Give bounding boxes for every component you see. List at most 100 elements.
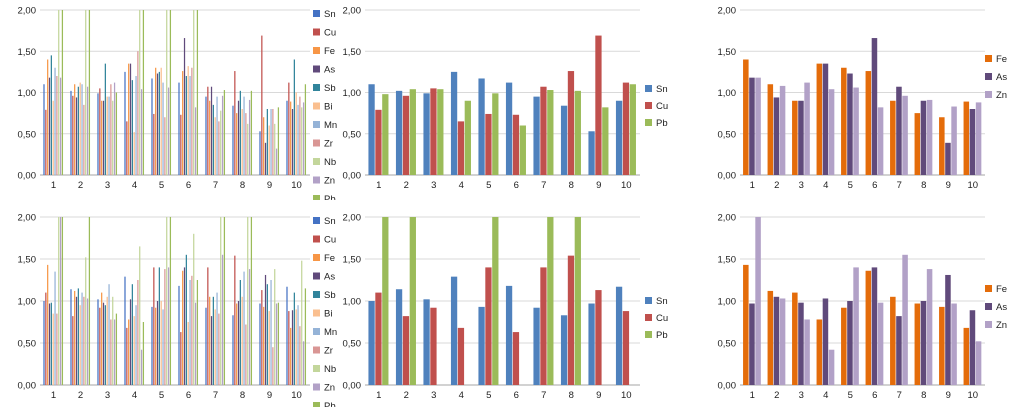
y-tick-label: 1,50 bbox=[18, 47, 37, 58]
bar-Zr-1 bbox=[56, 76, 58, 175]
bar-As-4 bbox=[822, 63, 829, 175]
bar-Zr-3 bbox=[110, 84, 112, 175]
bar-Nb-4 bbox=[139, 246, 141, 385]
bar-Bi-7 bbox=[214, 117, 216, 175]
bar-As-7 bbox=[210, 316, 213, 385]
legend-swatch bbox=[313, 235, 320, 243]
x-tick-label: 8 bbox=[569, 180, 574, 191]
bar-Sn-8 bbox=[232, 315, 234, 385]
bar-Cu-6 bbox=[180, 114, 182, 175]
x-tick-label: 3 bbox=[105, 390, 110, 401]
bar-Zn-5 bbox=[853, 87, 859, 175]
bar-Fe-1 bbox=[47, 59, 49, 175]
bar-Cu-1 bbox=[45, 109, 47, 175]
x-tick-label: 10 bbox=[291, 180, 302, 191]
bar-Sn-2 bbox=[395, 289, 403, 385]
bar-Sn-9 bbox=[259, 303, 261, 385]
bar-Fe-1 bbox=[743, 264, 749, 385]
y-tick-label: 0,00 bbox=[718, 381, 737, 392]
bar-Cu-7 bbox=[540, 267, 547, 385]
bar-Fe-10 bbox=[290, 101, 292, 175]
y-tick-label: 2,00 bbox=[18, 6, 37, 17]
x-tick-label: 9 bbox=[946, 180, 951, 191]
bar-Zn-7 bbox=[902, 254, 908, 385]
bar-As-2 bbox=[75, 97, 78, 175]
bar-Nb-7 bbox=[220, 217, 222, 385]
bar-Fe-6 bbox=[865, 270, 872, 385]
bar-Bi-6 bbox=[187, 66, 189, 175]
bar-Pb-8 bbox=[250, 90, 253, 175]
bar-Sn-8 bbox=[560, 315, 568, 385]
bar-Zn-4 bbox=[828, 349, 835, 385]
bar-Sn-4 bbox=[124, 276, 126, 385]
x-tick-label: 7 bbox=[897, 180, 902, 191]
legend-swatch bbox=[313, 102, 320, 110]
bar-Sn-6 bbox=[178, 82, 180, 175]
x-tick-label: 6 bbox=[872, 390, 877, 401]
bar-Pb-8 bbox=[250, 217, 253, 385]
bar-Sn-1 bbox=[43, 301, 45, 385]
bar-Fe-7 bbox=[890, 296, 896, 385]
y-tick-label: 1,00 bbox=[343, 88, 362, 99]
bar-Fe-4 bbox=[816, 319, 823, 385]
y-tick-label: 0,50 bbox=[718, 339, 737, 350]
bar-Zr-4 bbox=[137, 280, 139, 385]
bar-Fe-8 bbox=[236, 113, 238, 175]
bar-Fe-10 bbox=[963, 101, 970, 175]
bar-Sb-1 bbox=[50, 55, 52, 175]
bar-Zr-7 bbox=[218, 313, 220, 385]
bar-Pb-4 bbox=[142, 322, 145, 385]
bar-As-1 bbox=[749, 303, 755, 385]
legend-label-Zn: Zn bbox=[324, 383, 335, 394]
legend-swatch bbox=[313, 272, 320, 280]
bar-Cu-7 bbox=[540, 86, 547, 175]
bar-Nb-3 bbox=[112, 296, 114, 385]
x-tick-label: 5 bbox=[486, 390, 491, 401]
bar-As-5 bbox=[847, 73, 853, 175]
bar-Sb-8 bbox=[239, 280, 241, 385]
x-tick-label: 6 bbox=[872, 180, 877, 191]
bar-As-6 bbox=[871, 267, 878, 385]
bar-Sn-7 bbox=[533, 307, 540, 385]
bar-Sn-6 bbox=[505, 285, 513, 385]
bar-Nb-10 bbox=[301, 107, 303, 175]
bar-Cu-6 bbox=[180, 332, 182, 385]
legend-label-Sn: Sn bbox=[324, 9, 336, 20]
bar-Fe-8 bbox=[236, 303, 238, 385]
bar-Fe-5 bbox=[155, 67, 157, 175]
bar-Cu-7 bbox=[207, 267, 209, 385]
bar-Pb-10 bbox=[304, 288, 307, 385]
bar-chart-2: 0,00 0,50 1,00 1,50 2,00 1 2 3 4 5 6 7 8 9 10 Sn Cu Pb bbox=[343, 6, 669, 192]
y-tick-label: 0,50 bbox=[343, 339, 362, 350]
y-tick-label: 0,00 bbox=[343, 381, 362, 392]
bar-Pb-5 bbox=[169, 10, 172, 175]
legend-swatch bbox=[313, 28, 320, 36]
legend-label-Cu: Cu bbox=[324, 235, 336, 246]
bar-Bi-3 bbox=[106, 296, 108, 385]
x-tick-label: 8 bbox=[240, 390, 245, 401]
bar-Fe-5 bbox=[841, 67, 847, 175]
bar-Mn-3 bbox=[108, 96, 110, 175]
bar-Zn-10 bbox=[975, 341, 982, 385]
bar-Pb-5 bbox=[492, 217, 499, 385]
bar-Zn-2 bbox=[86, 86, 89, 175]
bar-Cu-8 bbox=[567, 71, 575, 175]
bar-Sn-3 bbox=[97, 93, 99, 175]
bar-Zn-3 bbox=[113, 82, 116, 175]
bar-Zn-2 bbox=[779, 85, 786, 175]
bar-Pb-7 bbox=[223, 217, 226, 385]
bar-Nb-1 bbox=[58, 217, 60, 385]
bar-Zn-1 bbox=[59, 217, 62, 385]
x-tick-label: 7 bbox=[541, 180, 546, 191]
bar-Pb-6 bbox=[196, 10, 199, 175]
bar-As-1 bbox=[749, 77, 755, 175]
bar-Zn-6 bbox=[194, 107, 197, 175]
bar-As-7 bbox=[210, 86, 213, 175]
bar-As-6 bbox=[183, 267, 186, 385]
bar-Pb-10 bbox=[304, 84, 307, 175]
bar-Pb-7 bbox=[547, 217, 554, 385]
y-tick-label: 0,00 bbox=[18, 171, 37, 182]
bar-Zr-5 bbox=[164, 269, 166, 385]
legend-label-As: As bbox=[324, 65, 335, 76]
legend-label-As: As bbox=[996, 302, 1007, 313]
